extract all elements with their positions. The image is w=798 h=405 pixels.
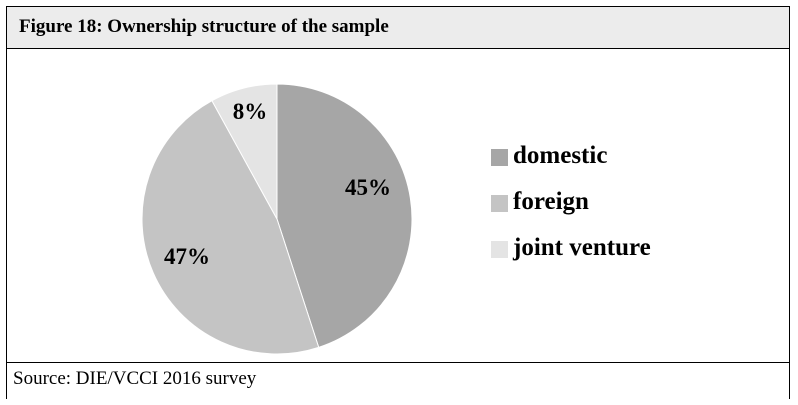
- source-note: Source: DIE/VCCI 2016 survey: [13, 368, 257, 389]
- pie-chart: 45% 47% 8%: [141, 83, 413, 355]
- plot-area: 45% 47% 8% domestic foreign joint venture: [7, 49, 789, 362]
- legend-swatch-joint-venture: [491, 241, 508, 258]
- legend-swatch-domestic: [491, 149, 508, 166]
- figure-title: Figure 18: Ownership structure of the sa…: [19, 16, 389, 37]
- pie-slice-joint-venture: [211, 83, 278, 220]
- pie-slice-domestic: [276, 83, 413, 349]
- data-label-foreign: 47%: [164, 244, 210, 269]
- figure-frame: Figure 18: Ownership structure of the sa…: [6, 6, 790, 399]
- legend-swatch-foreign: [491, 195, 508, 212]
- data-label-domestic: 45%: [345, 175, 391, 200]
- legend-label-joint-venture: joint venture: [513, 234, 651, 261]
- source-row: Source: DIE/VCCI 2016 survey: [7, 362, 789, 399]
- legend-label-domestic: domestic: [513, 142, 608, 169]
- legend-label-foreign: foreign: [513, 188, 589, 215]
- title-bar: Figure 18: Ownership structure of the sa…: [7, 7, 789, 49]
- data-label-joint-venture: 8%: [233, 99, 268, 124]
- pie-slice-foreign: [141, 100, 320, 355]
